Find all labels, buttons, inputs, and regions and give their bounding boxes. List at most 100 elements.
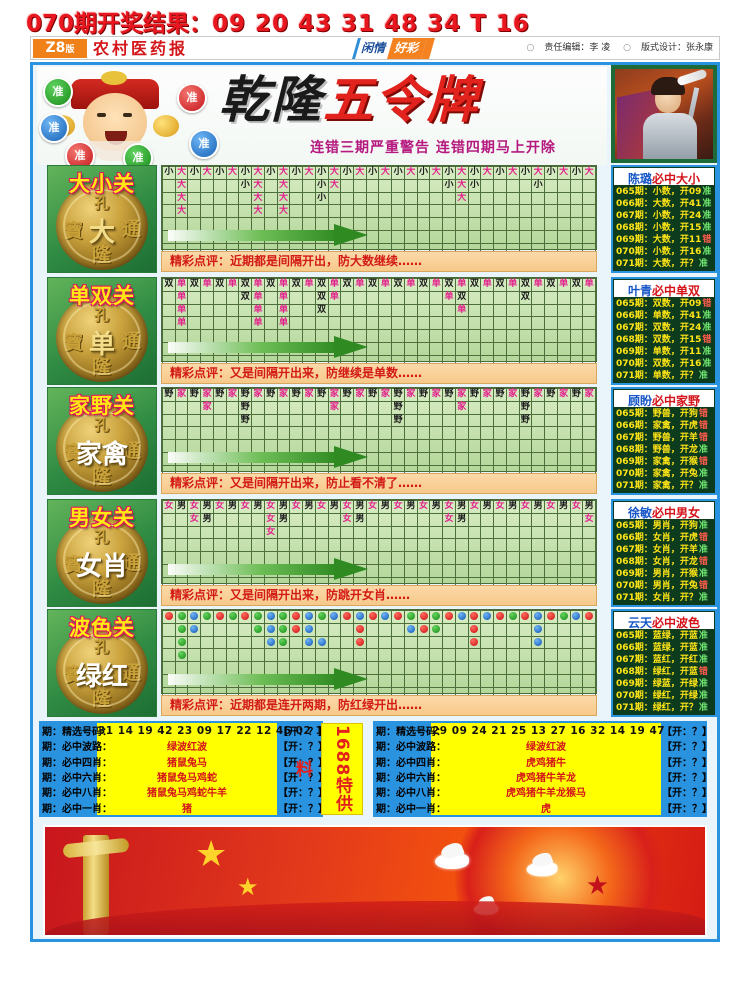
grid-cell: [442, 341, 456, 356]
grid-cell: 女: [467, 500, 482, 514]
grid-cell: 双: [518, 290, 533, 305]
grid-cell: [403, 290, 418, 305]
grid-cell: [314, 204, 329, 219]
period-label: 068期：: [616, 335, 653, 345]
color-dot-green: [203, 612, 212, 621]
grid-cell: [442, 661, 456, 675]
period-label: 068期：: [616, 223, 653, 233]
drawn-result: 开24: [679, 211, 702, 221]
grid-cell: [531, 303, 546, 318]
table-row: 期：必中六肖： 猪鼠兔马鸡蛇 【开：？】: [41, 768, 328, 785]
grid-cell: [187, 525, 202, 540]
grid-cell: [493, 316, 507, 331]
grid-cell: [467, 229, 482, 244]
row-label: 期：必中波路：: [375, 738, 446, 754]
grid-cell: [403, 451, 418, 466]
coin-char-bot: 隆: [92, 688, 112, 710]
grid-cell: [505, 648, 520, 663]
grid-cell: [174, 648, 189, 663]
hit-status-badge: 错: [698, 533, 708, 543]
grid-cell: [467, 217, 482, 231]
grid-cell: [340, 538, 355, 553]
grid-cell: [200, 635, 214, 650]
grid-cell: 大: [276, 178, 291, 193]
edition-suffix: 版: [65, 45, 75, 55]
grid-cell: 大: [556, 166, 571, 180]
grid-cell: [480, 451, 495, 466]
color-dot-blue: [304, 612, 313, 621]
color-dot-green: [317, 612, 326, 621]
grid-cell: [416, 316, 431, 331]
grid-cell: [429, 661, 444, 675]
grid-cell: [200, 316, 214, 331]
grid-cell: [225, 648, 240, 663]
panel-header: 陈璐必中大小: [614, 168, 714, 186]
grid-cell: [378, 329, 393, 343]
grid-cell: [353, 204, 367, 219]
grid-cell: 男: [200, 512, 214, 527]
grid-cell: [454, 551, 469, 565]
grid-cell: [416, 673, 431, 688]
color-dot-green: [177, 637, 186, 646]
grid-cell: 男: [429, 500, 444, 514]
emblem-1: 孔寶通隆单单双关: [47, 277, 157, 385]
grid-cell: 大: [531, 166, 546, 180]
grid-cell: [314, 426, 329, 441]
grid-cell: [429, 648, 444, 663]
grid-cell: 男: [276, 500, 291, 514]
row-open-result: 【开：？】: [661, 723, 712, 739]
grid-cell: [225, 610, 240, 624]
grid-cell: [429, 316, 444, 331]
grid-cell: [429, 635, 444, 650]
grid-cell: 单: [327, 290, 342, 305]
grid-cell: 单: [429, 278, 444, 292]
grid-cell: [556, 400, 571, 415]
emblem-title: 男女关: [69, 506, 135, 530]
grid-cell: [569, 329, 584, 343]
grid-cell: [531, 329, 546, 343]
grid-cell: 双: [212, 278, 227, 292]
grid-cell: [327, 538, 342, 553]
drawn-result: 开羊: [679, 433, 698, 443]
grid-cell: 女: [263, 525, 278, 540]
grid-cell: 女: [391, 500, 405, 514]
grid-cell: [582, 217, 596, 231]
grid-cell: [480, 525, 495, 540]
gold-coin-icon: 孔寶通隆单: [56, 294, 148, 382]
color-dot-red: [164, 612, 173, 621]
grid-cell: [505, 610, 520, 624]
grid-cell: [454, 563, 469, 578]
hit-status-badge: 准: [702, 311, 712, 321]
grid-cell: [263, 303, 278, 318]
grid-cell: [314, 525, 329, 540]
grid-cell: [429, 329, 444, 343]
grid-cell: [340, 178, 355, 193]
grid-cell: 野: [187, 388, 202, 402]
drawn-result: 开红: [679, 655, 698, 665]
grid-cell: 大: [454, 178, 469, 193]
hit-status-badge: 错: [698, 409, 708, 419]
grid-cell: 单: [174, 290, 189, 305]
grid-cell: 野: [314, 388, 329, 402]
grid-cell: 野: [493, 388, 507, 402]
grid-cell: 单: [302, 278, 316, 292]
grid-cell: 家: [225, 388, 240, 402]
grid-cell: [353, 648, 367, 663]
grid-cell: [238, 610, 253, 624]
grid-cell: [429, 217, 444, 231]
grid-cell: [403, 622, 418, 637]
grid-cell: 双: [314, 303, 329, 318]
grid-cell: [200, 413, 214, 428]
prediction-row: 067期：野兽，开羊错: [613, 432, 715, 444]
drawn-result: 开猴: [679, 457, 698, 467]
grid-cell: [518, 316, 533, 331]
grid-cell: [365, 303, 380, 318]
grid-cell: [556, 217, 571, 231]
prediction-pick: 野兽，: [652, 433, 680, 443]
grid-cell: [162, 635, 176, 650]
grid-cell: 男: [454, 512, 469, 527]
grid-cell: [391, 538, 405, 553]
grid-cell: [302, 413, 316, 428]
page-subtitle: 连错三期严重警告 连错四期马上开除: [310, 140, 556, 156]
grid-cell: 女: [263, 512, 278, 527]
